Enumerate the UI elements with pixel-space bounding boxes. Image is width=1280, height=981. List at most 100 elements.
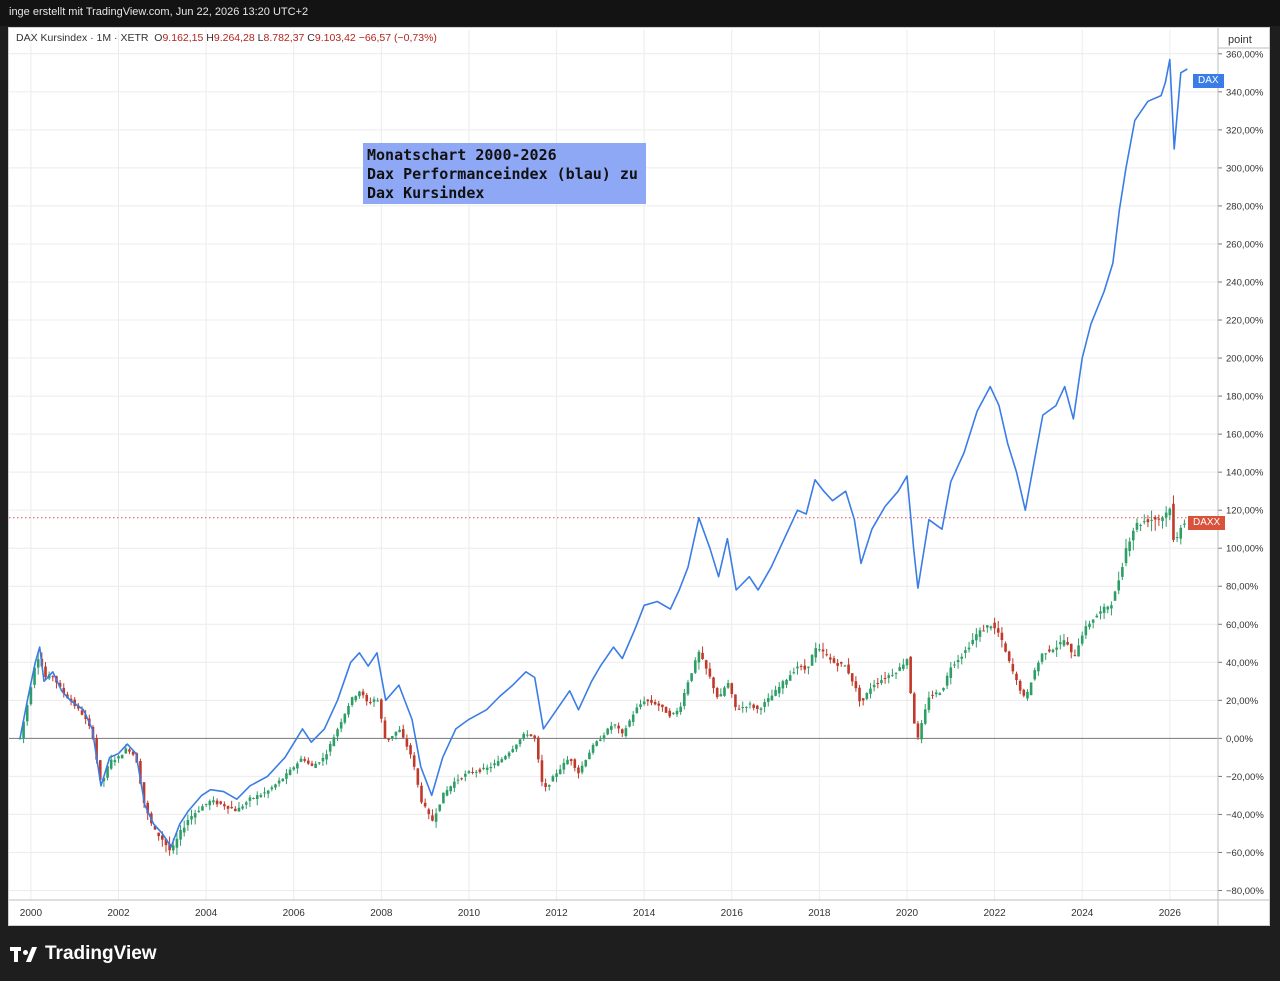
candle-body [792,672,796,674]
candle-body [131,751,135,755]
candle-body [748,703,752,705]
candle-body [485,767,489,770]
annotation-box[interactable]: Monatschart 2000-2026 Dax Performanceind… [363,143,646,204]
candle-body [1040,653,1044,662]
low-value: 8.782,37 [263,32,305,44]
candle-body [1132,530,1135,541]
candle-body [920,723,923,740]
candle-body [146,802,150,814]
candle-body [635,707,639,714]
candle-body [1059,642,1062,645]
candle-body [679,706,682,713]
candle-body [810,654,814,666]
x-tick-label: 2008 [370,908,393,919]
candle-body [369,702,372,704]
candle-body [723,687,726,696]
candle-body [996,628,1000,633]
candle-body [1139,524,1142,526]
candle-body [277,780,281,784]
candle-body [321,757,325,762]
candle-body [927,697,931,710]
candle-body [1183,523,1186,525]
candle-body [1113,591,1117,601]
change-value: −66,57 (−0,73%) [358,32,437,44]
candle-body [347,705,350,715]
candle-body [872,684,876,688]
candle-body [25,705,29,722]
close-value: 9.103,42 [314,32,356,44]
candle-body [584,760,588,767]
x-tick-label: 2022 [983,908,1006,919]
candle-body [182,827,186,833]
candle-body [1080,635,1084,644]
candle-body [274,784,277,788]
candle-body [1026,691,1029,699]
candle-body [84,714,87,719]
candle-body [372,699,376,702]
candle-body [310,763,314,766]
candle-body [244,802,248,805]
candle-body [759,708,763,710]
x-tick-label: 2000 [20,908,43,919]
candle-body [120,754,124,759]
candle-body [1004,643,1007,652]
candle-body [263,792,266,794]
candle-body [161,835,164,840]
candle-body [471,771,474,773]
y-tick-label: 320,00% [1226,125,1264,136]
candle-body [982,630,985,632]
candle-body [741,707,745,709]
candle-body [1157,518,1161,520]
candle-body [434,813,438,822]
candle-body [588,752,591,760]
y-tick-label: −20,00% [1226,772,1264,783]
candle-body [219,801,223,804]
candle-body [650,699,653,703]
candle-body [237,807,241,812]
candle-body [646,699,650,702]
candle-body [785,679,788,685]
candle-body [737,708,741,710]
unit-label[interactable]: point [1228,34,1252,46]
candle-body [653,702,657,705]
y-tick-label: 100,00% [1226,544,1264,555]
candle-body [518,739,522,745]
candle-body [814,648,818,658]
candle-body [420,785,423,803]
candle-body [1121,567,1124,577]
candle-body [266,790,270,794]
candle-body [1099,611,1102,614]
candle-body [299,758,303,762]
candle-body [296,763,299,769]
candle-body [478,769,482,772]
candle-body [836,663,839,666]
candle-body [1153,517,1157,520]
candle-body [985,625,989,628]
candle-body [449,786,452,792]
candle-body [504,756,507,760]
candle-body [496,761,500,766]
candle-body [1066,642,1069,645]
candle-body [934,692,938,695]
candle-body [412,755,416,767]
candle-body [226,805,230,809]
candle-body [442,792,445,804]
candle-body [697,651,701,663]
candle-body [102,777,106,782]
candle-body [624,728,628,737]
candle-body [558,769,562,774]
candle-body [285,773,288,779]
y-tick-label: 340,00% [1226,87,1264,98]
candle-body [1062,640,1066,646]
candle-body [898,667,901,671]
candle-body [569,759,573,762]
candle-body [445,790,449,796]
tradingview-brand[interactable]: TradingView [10,941,157,967]
candle-body [175,838,179,848]
close-label: C [307,32,315,44]
candle-body [580,765,584,773]
candle-body [1091,619,1095,623]
candle-body [1179,527,1183,539]
candle-body [128,749,131,752]
